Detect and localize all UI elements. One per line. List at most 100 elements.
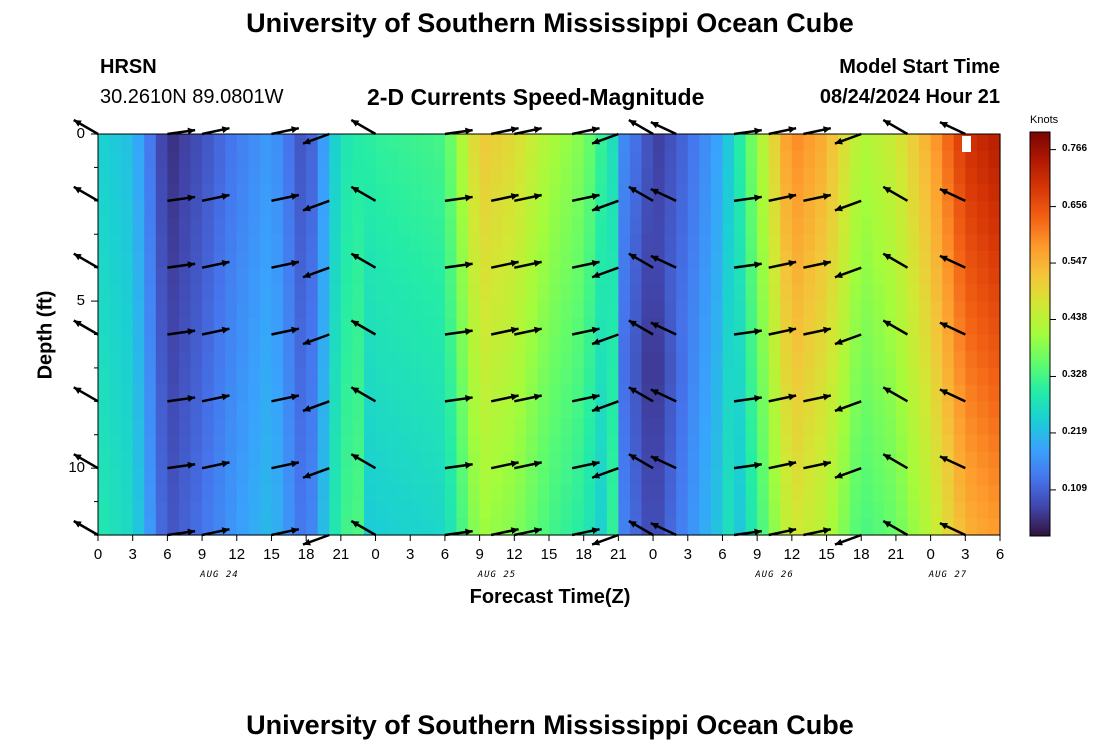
heatmap-cell <box>861 217 874 235</box>
heatmap-cell <box>121 418 134 436</box>
heatmap-cell <box>849 384 862 402</box>
heatmap-cell <box>803 250 816 269</box>
heatmap-cell <box>178 484 192 503</box>
x-tick-label: 18 <box>575 546 593 563</box>
heatmap-cell <box>98 401 111 419</box>
heatmap-cell <box>780 484 793 503</box>
heatmap-cell <box>895 484 909 503</box>
x-tick-label: 21 <box>610 546 627 563</box>
heatmap-cell <box>317 234 330 252</box>
heatmap-cell <box>283 267 296 285</box>
heatmap-cell <box>421 184 434 202</box>
heatmap-cell <box>398 184 411 202</box>
heatmap-cell <box>225 451 238 469</box>
heatmap-cell <box>514 384 527 402</box>
heatmap-cell <box>537 367 550 386</box>
heatmap-cell <box>421 451 434 469</box>
heatmap-cell <box>838 384 851 402</box>
heatmap-cell <box>572 200 585 219</box>
heatmap-cell <box>768 134 781 152</box>
heatmap-cell <box>410 367 423 386</box>
current-vector <box>490 326 519 336</box>
heatmap-cell <box>537 401 550 419</box>
heatmap-cell <box>687 267 700 285</box>
heatmap-cell <box>629 351 643 369</box>
heatmap-cell <box>259 184 273 202</box>
heatmap-cell <box>525 134 539 152</box>
heatmap-cell <box>363 217 377 235</box>
heatmap-cell <box>294 250 307 269</box>
heatmap-cell <box>549 351 562 369</box>
heatmap-cell <box>710 134 724 152</box>
heatmap-cell <box>306 484 319 503</box>
heatmap-cell <box>791 267 805 285</box>
date-label: AUG 24 <box>200 570 239 580</box>
heatmap-cell <box>653 234 666 252</box>
heatmap-cell <box>433 167 446 185</box>
heatmap-cell <box>791 434 805 453</box>
heatmap-cell <box>514 284 527 302</box>
heatmap-cell <box>676 451 689 469</box>
heatmap-cell <box>907 217 920 235</box>
heatmap-cell <box>236 468 249 486</box>
heatmap-cell <box>606 217 619 235</box>
heatmap-cell <box>109 468 122 486</box>
heatmap-cell <box>225 217 238 235</box>
heatmap-cell <box>190 200 203 219</box>
heatmap-cell <box>178 401 192 419</box>
heatmap-cell <box>583 468 596 486</box>
heatmap-cell <box>953 150 966 169</box>
heatmap-cell <box>895 334 909 352</box>
heatmap-cell <box>780 468 793 486</box>
current-vector <box>350 386 377 403</box>
heatmap-cell <box>768 418 781 436</box>
heatmap-cell <box>814 217 828 235</box>
heatmap-cell <box>988 217 1001 235</box>
heatmap-cell <box>965 418 978 436</box>
heatmap-cell <box>398 518 411 536</box>
heatmap-cell <box>121 501 134 519</box>
heatmap-cell <box>491 184 504 202</box>
heatmap-cell <box>283 217 296 235</box>
heatmap-cell <box>155 367 168 386</box>
heatmap-cell <box>560 518 573 536</box>
heatmap-cell <box>976 134 990 152</box>
heatmap-cell <box>907 184 920 202</box>
heatmap-cell <box>98 351 111 369</box>
heatmap-cell <box>745 217 758 235</box>
x-tick-label: 15 <box>818 546 835 563</box>
heatmap-cell <box>213 267 226 285</box>
heatmap-cell <box>202 384 215 402</box>
model-start-label: Model Start Time <box>839 56 1000 78</box>
heatmap-cell <box>306 150 319 169</box>
heatmap-cell <box>248 234 261 252</box>
heatmap-cell <box>988 267 1001 285</box>
heatmap-cell <box>976 334 990 352</box>
heatmap-cell <box>259 217 273 235</box>
heatmap-cell <box>653 217 666 235</box>
heatmap-cell <box>271 334 284 352</box>
heatmap-cell <box>294 384 307 402</box>
heatmap-cell <box>155 434 168 453</box>
heatmap-cell <box>942 200 955 219</box>
heatmap-cell <box>780 284 793 302</box>
heatmap-cell <box>722 501 735 519</box>
heatmap-cell <box>225 418 238 436</box>
heatmap-cell <box>479 451 492 469</box>
x-tick-label: 3 <box>128 546 137 563</box>
heatmap-cell <box>699 167 712 185</box>
heatmap-cell <box>687 501 700 519</box>
station-coordinates: 30.2610N 89.0801W <box>100 86 284 108</box>
heatmap-cell <box>606 301 619 319</box>
heatmap-cell <box>225 334 238 352</box>
current-vector <box>167 528 196 537</box>
heatmap-cell <box>676 234 689 252</box>
heatmap-cell <box>421 267 434 285</box>
heatmap-cell <box>826 401 839 419</box>
heatmap-cell <box>699 418 712 436</box>
current-vector <box>834 266 862 279</box>
heatmap-cell <box>468 401 481 419</box>
heatmap-cell <box>491 334 504 352</box>
heatmap-cell <box>155 384 168 402</box>
heatmap-cell <box>132 501 145 519</box>
